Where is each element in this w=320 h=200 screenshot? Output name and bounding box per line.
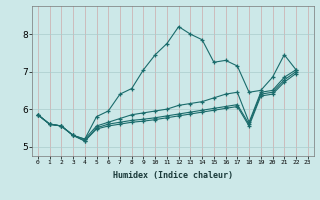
X-axis label: Humidex (Indice chaleur): Humidex (Indice chaleur) [113, 171, 233, 180]
